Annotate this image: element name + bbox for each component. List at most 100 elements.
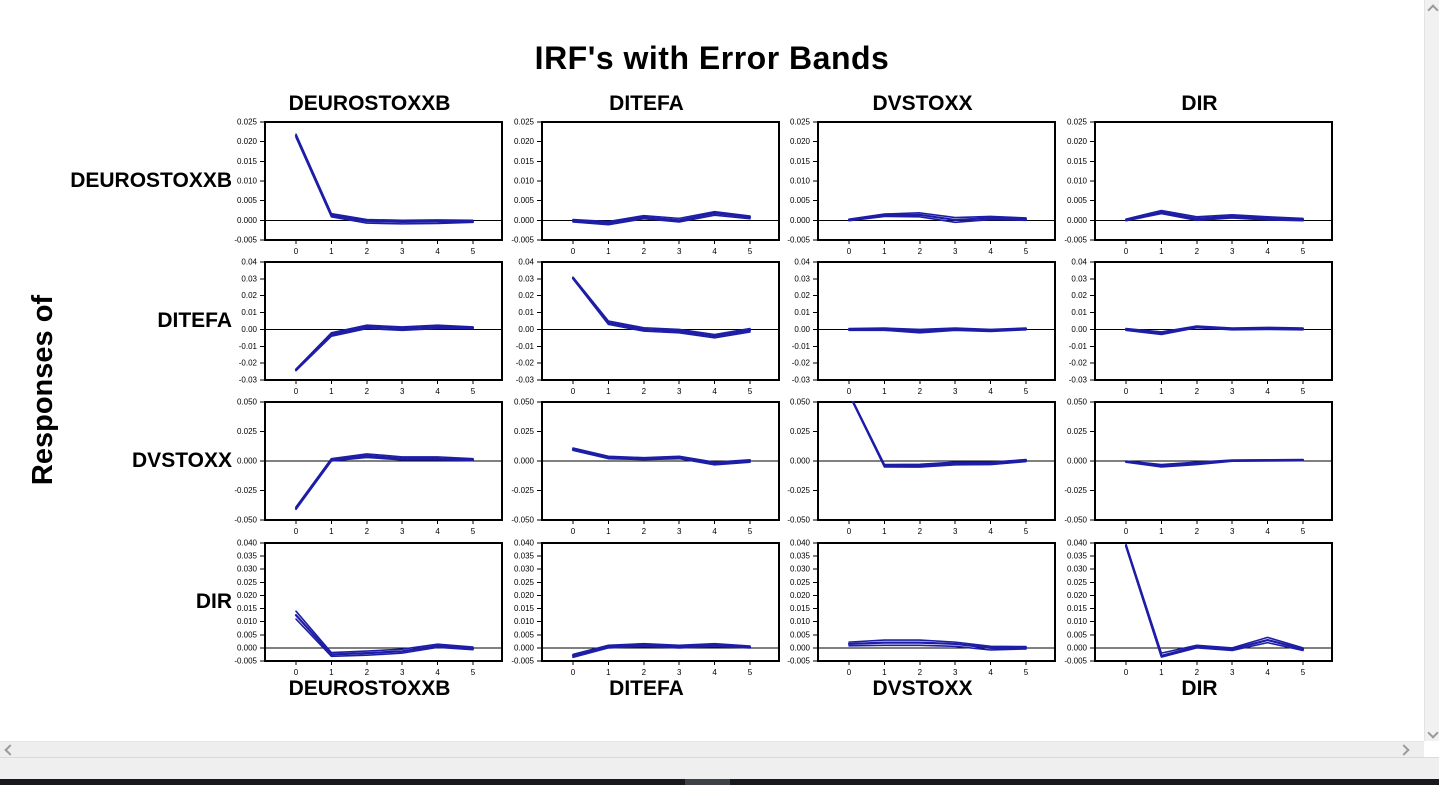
x-tick-label: 1 bbox=[606, 247, 611, 256]
chevron-up-icon bbox=[1427, 4, 1439, 16]
y-tick-label: 0.030 bbox=[514, 565, 535, 574]
plot-box bbox=[1094, 121, 1333, 241]
y-tick-label: 0.000 bbox=[1067, 216, 1088, 225]
y-tick-label: 0.010 bbox=[237, 617, 258, 626]
irf-line bbox=[1124, 210, 1305, 222]
x-tick-label: 5 bbox=[1301, 668, 1306, 677]
taskbar[interactable] bbox=[0, 779, 1439, 785]
x-tick-label: 3 bbox=[400, 668, 405, 677]
irf-line bbox=[294, 134, 475, 224]
lower-band-line bbox=[1125, 212, 1304, 222]
y-tick-label: 0.005 bbox=[1067, 630, 1088, 639]
upper-band-line bbox=[1125, 543, 1304, 654]
x-tick-label: 1 bbox=[1159, 247, 1164, 256]
y-tick-label: -0.005 bbox=[1064, 236, 1087, 245]
y-tick-label: 0.000 bbox=[514, 643, 535, 652]
irf-line bbox=[571, 212, 752, 225]
x-tick-label: 0 bbox=[294, 387, 299, 396]
lower-band-line bbox=[1125, 326, 1304, 336]
y-tick-label: 0.02 bbox=[1071, 291, 1087, 300]
irf-line bbox=[847, 641, 1028, 649]
x-tick-label: 1 bbox=[606, 527, 611, 536]
x-tick-label: 3 bbox=[400, 527, 405, 536]
x-tick-label: 4 bbox=[435, 387, 440, 396]
y-axis-ticks: 0.050 0.025 0.000 -0.025 -0.050 bbox=[1064, 398, 1095, 525]
upper-band-line bbox=[1125, 458, 1304, 466]
x-axis-ticks: 0 1 2 3 4 5 bbox=[571, 520, 753, 536]
y-tick-label: 0.035 bbox=[237, 552, 258, 561]
x-tick-label: 3 bbox=[953, 387, 958, 396]
y-tick-label: 0.020 bbox=[1067, 137, 1088, 146]
upper-band-line bbox=[1125, 325, 1304, 333]
taskbar-item[interactable] bbox=[685, 779, 730, 785]
x-tick-label: 2 bbox=[918, 668, 923, 677]
x-tick-label: 3 bbox=[677, 668, 682, 677]
upper-band-line bbox=[848, 327, 1027, 331]
x-tick-label: 5 bbox=[471, 527, 476, 536]
plot-box bbox=[264, 121, 503, 241]
x-tick-label: 3 bbox=[677, 247, 682, 256]
vertical-scrollbar[interactable] bbox=[1424, 0, 1439, 741]
upper-band-line bbox=[295, 133, 474, 222]
x-tick-label: 3 bbox=[400, 387, 405, 396]
y-tick-label: 0.015 bbox=[514, 604, 535, 613]
x-tick-label: 1 bbox=[606, 668, 611, 677]
x-tick-label: 0 bbox=[294, 527, 299, 536]
y-tick-label: 0.035 bbox=[514, 552, 535, 561]
y-axis-ticks: 0.050 0.025 0.000 -0.025 -0.050 bbox=[234, 398, 265, 525]
x-tick-label: 3 bbox=[953, 527, 958, 536]
x-tick-label: 5 bbox=[1024, 247, 1029, 256]
y-tick-label: 0.02 bbox=[518, 291, 534, 300]
irf-chart-deurostoxxb-to-deurostoxxb: 0.025 0.020 0.015 0.010 0.005 0.000 -0.005 0 1 2 3… bbox=[234, 118, 503, 256]
y-tick-label: 0.04 bbox=[241, 258, 257, 267]
x-tick-label: 3 bbox=[1230, 527, 1235, 536]
lower-band-line bbox=[572, 449, 751, 466]
irf-line bbox=[1124, 458, 1305, 467]
scroll-up-button[interactable] bbox=[1425, 0, 1439, 16]
y-tick-label: 0.010 bbox=[1067, 617, 1088, 626]
column-header-ditefa: DITEFA bbox=[609, 92, 684, 115]
y-tick-label: 0.025 bbox=[790, 427, 811, 436]
y-tick-label: 0.005 bbox=[1067, 196, 1088, 205]
horizontal-scrollbar[interactable] bbox=[0, 741, 1424, 757]
plot-box bbox=[541, 261, 780, 381]
row-label-dir: DIR bbox=[195, 590, 232, 613]
irf-line bbox=[847, 213, 1028, 222]
x-tick-label: 4 bbox=[988, 527, 993, 536]
scroll-down-button[interactable] bbox=[1425, 725, 1439, 741]
irf-chart-dir-to-deurostoxxb: 0.040 0.035 0.030 0.025 0.020 0.015 0.010 0.005… bbox=[234, 539, 503, 677]
x-tick-label: 1 bbox=[329, 387, 334, 396]
scroll-left-button[interactable] bbox=[0, 742, 16, 758]
y-axis-ticks: 0.04 0.03 0.02 0.01 0.00 -0.01 -0.02 -0.03 bbox=[239, 258, 265, 385]
y-tick-label: 0.000 bbox=[1067, 457, 1088, 466]
y-tick-label: 0.050 bbox=[237, 398, 258, 407]
plot-box bbox=[541, 542, 780, 662]
irf-line bbox=[294, 454, 475, 510]
upper-band-line bbox=[572, 210, 751, 223]
chevron-right-icon bbox=[1398, 744, 1410, 756]
y-tick-label: 0.015 bbox=[1067, 157, 1088, 166]
irf-line bbox=[294, 614, 475, 656]
y-tick-label: 0.03 bbox=[794, 274, 810, 283]
x-tick-label: 3 bbox=[1230, 387, 1235, 396]
x-tick-label: 3 bbox=[953, 247, 958, 256]
y-tick-label: 0.000 bbox=[237, 216, 258, 225]
x-tick-label: 5 bbox=[748, 668, 753, 677]
y-tick-label: 0.000 bbox=[237, 457, 258, 466]
y-tick-label: -0.02 bbox=[239, 359, 258, 368]
y-axis-ticks: 0.025 0.020 0.015 0.010 0.005 0.000 -0.005 bbox=[511, 118, 542, 245]
y-tick-label: 0.000 bbox=[514, 216, 535, 225]
y-tick-label: 0.040 bbox=[514, 539, 535, 548]
x-tick-label: 1 bbox=[329, 247, 334, 256]
y-axis-ticks: 0.040 0.035 0.030 0.025 0.020 0.015 0.010 0.005… bbox=[234, 539, 265, 666]
x-tick-label: 2 bbox=[1195, 668, 1200, 677]
y-tick-label: 0.04 bbox=[794, 258, 810, 267]
lower-band-line bbox=[848, 328, 1027, 334]
lower-band-line bbox=[295, 618, 474, 658]
y-tick-label: -0.005 bbox=[234, 657, 257, 666]
x-tick-label: 4 bbox=[712, 247, 717, 256]
scroll-right-button[interactable] bbox=[1396, 742, 1412, 758]
window-status-strip bbox=[0, 757, 1439, 779]
x-tick-label: 1 bbox=[606, 387, 611, 396]
irf-chart-dvstoxx-to-deurostoxxb: 0.050 0.025 0.000 -0.025 -0.050 0 1 2 3 4 5 bbox=[234, 398, 503, 536]
